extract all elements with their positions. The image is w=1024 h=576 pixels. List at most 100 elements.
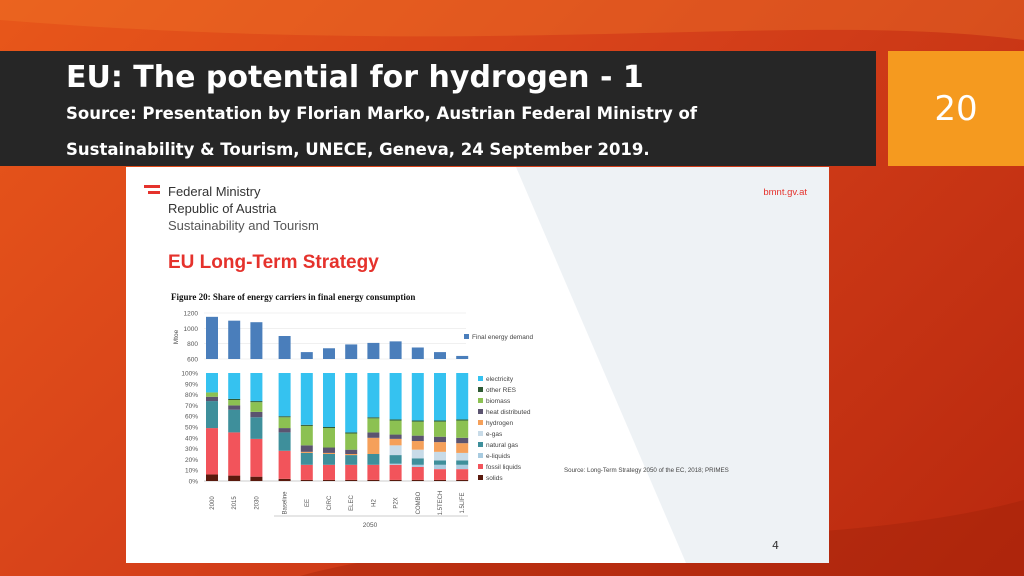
share-bar-natgas <box>206 401 218 429</box>
share-bar-natgas <box>300 452 313 465</box>
ministry-logo-text: Federal Ministry Republic of Austria Sus… <box>168 183 319 234</box>
share-bar-natgas <box>250 417 263 439</box>
share-bar-electricity <box>367 373 380 418</box>
share-bar-heat <box>228 405 241 410</box>
share-bar-natgas <box>367 454 380 465</box>
share-bar-heat <box>456 437 469 444</box>
share-bar-solids <box>323 479 335 481</box>
share-bar-other_res <box>411 420 424 422</box>
share-bar-fossil <box>250 438 263 477</box>
demand-bar <box>250 322 263 359</box>
share-tick-label: 40% <box>185 435 198 442</box>
share-tick-label: 30% <box>185 446 198 453</box>
share-bar-hydrogen <box>345 454 358 456</box>
demand-bar <box>228 320 241 359</box>
share-bar-electricity <box>250 373 263 402</box>
demand-bar <box>367 342 380 359</box>
demand-bar <box>323 348 335 359</box>
category-label: P2X <box>394 497 400 508</box>
legend-swatch <box>478 387 483 392</box>
share-bar-electricity <box>434 373 446 421</box>
share-bar-electricity <box>456 373 469 420</box>
legend-swatch <box>478 420 483 425</box>
share-bar-fossil <box>456 469 469 480</box>
legend-label-demand: Final energy demand <box>472 334 533 341</box>
share-bar-solids <box>434 479 446 481</box>
share-bar-solids <box>345 479 358 481</box>
share-bar-heat <box>300 445 313 452</box>
legend-label: other RES <box>486 387 517 394</box>
share-tick-label: 100% <box>181 371 198 378</box>
share-bar-electricity <box>228 373 241 399</box>
share-bar-fossil <box>323 464 335 480</box>
share-bar-biomass <box>434 421 446 437</box>
share-bar-eliquids <box>389 463 402 465</box>
share-bar-heat <box>345 449 358 454</box>
share-bar-other_res <box>250 401 263 403</box>
demand-tick-label: 1200 <box>184 311 199 318</box>
share-bar-other_res <box>323 427 335 429</box>
share-bar-fossil <box>345 464 358 480</box>
share-bar-electricity <box>323 373 335 427</box>
legend-swatch <box>478 475 483 480</box>
share-tick-label: 50% <box>185 425 198 432</box>
share-bar-biomass <box>228 400 241 406</box>
share-bar-solids <box>300 479 313 481</box>
share-bar-heat <box>411 435 424 442</box>
title-bar <box>0 51 876 166</box>
demand-bar <box>411 347 424 359</box>
demand-bar <box>300 352 313 359</box>
demand-bar <box>345 344 358 359</box>
share-tick-label: 10% <box>185 468 198 475</box>
legend-label: natural gas <box>486 442 519 449</box>
share-bar-heat <box>206 396 218 402</box>
share-bar-heat <box>434 436 446 443</box>
share-bar-hydrogen <box>411 441 424 450</box>
share-bar-hydrogen <box>367 437 380 454</box>
share-bar-natgas <box>278 432 291 451</box>
share-bar-hydrogen <box>456 443 469 453</box>
slide-subtitle: Source: Presentation by Florian Marko, A… <box>66 104 697 159</box>
share-bar-hydrogen <box>389 438 402 446</box>
share-bar-biomass <box>300 425 313 446</box>
share-bar-eliquids <box>434 464 446 470</box>
ministry-line2: Republic of Austria <box>168 201 277 216</box>
demand-bar <box>278 336 291 359</box>
share-bar-fossil <box>411 466 424 480</box>
legend-swatch <box>478 442 483 447</box>
legend-label: e-liquids <box>486 453 511 460</box>
share-bar-solids <box>367 479 380 481</box>
website-link[interactable]: bmnt.gv.at <box>763 187 807 198</box>
share-bar-natgas <box>434 460 446 465</box>
category-label: 2030 <box>254 496 260 510</box>
share-tick-label: 70% <box>185 403 198 410</box>
share-bar-natgas <box>456 460 469 465</box>
category-label: H2 <box>371 499 377 507</box>
share-bar-solids <box>411 479 424 481</box>
share-bar-fossil <box>278 450 291 479</box>
legend-label: biomass <box>486 398 511 405</box>
share-bar-solids <box>228 475 241 481</box>
share-bar-electricity <box>300 373 313 425</box>
share-bar-biomass <box>323 428 335 448</box>
share-bar-other_res <box>300 424 313 426</box>
share-bar-electricity <box>345 373 358 433</box>
share-bar-other_res <box>278 416 291 418</box>
legend-swatch <box>478 398 483 403</box>
share-bar-solids <box>250 476 263 481</box>
share-tick-label: 60% <box>185 414 198 421</box>
panel-background-shape <box>516 167 829 563</box>
share-tick-label: 80% <box>185 392 198 399</box>
share-bar-biomass <box>206 392 218 397</box>
legend-swatch <box>478 464 483 469</box>
share-bar-other_res <box>345 432 358 434</box>
share-bar-other_res <box>389 419 402 421</box>
share-bar-solids <box>389 479 402 481</box>
category-label: 2015 <box>232 496 238 510</box>
demand-axis-label: Mtoe <box>173 329 180 344</box>
category-label: EE <box>305 499 311 507</box>
share-bar-heat <box>367 432 380 438</box>
legend-swatch <box>478 376 483 381</box>
share-bar-solids <box>456 479 469 481</box>
category-label: 1.5LIFE <box>460 492 466 513</box>
